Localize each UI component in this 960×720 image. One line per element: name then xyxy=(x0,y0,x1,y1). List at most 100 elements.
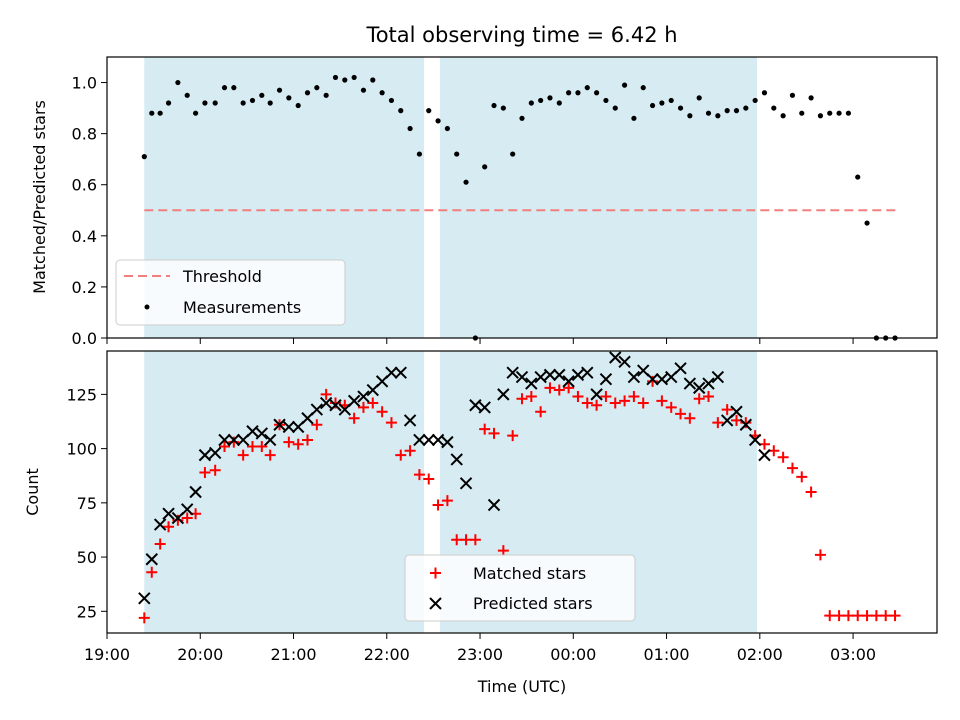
matched-star-point xyxy=(553,384,565,396)
top-legend: Threshold Measurements xyxy=(115,259,346,326)
matched-star-point xyxy=(237,449,249,461)
predicted-star-point xyxy=(263,433,277,447)
measurement-point xyxy=(640,85,646,91)
matched-star-point xyxy=(451,534,463,546)
matched-star-point xyxy=(842,610,854,622)
matched-star-point xyxy=(219,440,231,452)
predicted-star-point xyxy=(459,477,473,490)
predicted-star-point xyxy=(730,405,743,418)
measurement-point xyxy=(351,74,357,81)
measurement-point xyxy=(528,100,534,106)
predicted-star-point xyxy=(469,399,482,412)
measurement-point xyxy=(575,90,581,96)
matched-star-point xyxy=(889,610,901,622)
predicted-star-point xyxy=(394,366,407,379)
predicted-star-point xyxy=(506,366,519,379)
measurement-point xyxy=(771,105,777,111)
predicted-star-point xyxy=(255,427,269,440)
x-tick-label: 23:00 xyxy=(457,645,503,664)
measurement-point xyxy=(687,113,693,119)
y-tick-label: 50 xyxy=(77,548,97,567)
y-tick-label: 0.4 xyxy=(72,227,97,246)
predicted-star-point xyxy=(273,418,286,431)
predicted-star-point xyxy=(571,368,585,382)
matched-star-point xyxy=(581,397,593,409)
matched-star-point xyxy=(852,610,864,622)
top-legend-box xyxy=(115,259,346,326)
measurement-point xyxy=(184,92,190,98)
matched-star-point xyxy=(329,397,341,409)
measurement-point xyxy=(463,179,469,185)
matched-star-point xyxy=(814,549,826,561)
predicted-star-point xyxy=(655,372,669,386)
measurement-point xyxy=(249,97,256,104)
x-tick-label: 03:00 xyxy=(830,645,876,664)
matched-star-point xyxy=(367,397,379,409)
measurement-point xyxy=(612,105,618,111)
predicted-star-point xyxy=(599,372,613,386)
measurement-point xyxy=(165,100,172,106)
observing-span xyxy=(439,57,758,338)
measurement-point xyxy=(276,87,283,93)
threshold-legend-label: Threshold xyxy=(182,267,262,286)
top-axes: 0.0 0.2 0.4 0.6 0.8 1.0 Matched/Predicted sta… xyxy=(30,56,938,348)
matched-star-point xyxy=(209,464,221,476)
predicted-star-point xyxy=(385,366,398,379)
matched-star-point xyxy=(516,393,528,405)
measurements-legend-marker xyxy=(144,304,150,310)
matched-legend-marker xyxy=(430,567,441,579)
predicted-star-point xyxy=(581,366,594,379)
measurement-point xyxy=(855,174,861,180)
predicted-star-point xyxy=(246,425,259,438)
bottom-legend-box xyxy=(404,554,636,622)
predicted-star-point xyxy=(162,507,175,520)
predicted-star-point xyxy=(711,370,725,384)
predicted-star-point xyxy=(543,368,557,382)
measurement-point xyxy=(491,102,497,109)
y-tick-label: 25 xyxy=(77,602,97,621)
x-tick-label: 19:00 xyxy=(84,645,130,664)
matched-star-point xyxy=(880,610,892,622)
measurement-point xyxy=(752,97,758,104)
measurement-point xyxy=(789,92,796,98)
predicted-star-point xyxy=(189,485,202,499)
predicted-star-point xyxy=(138,592,151,605)
matched-star-point xyxy=(283,436,295,448)
predicted-legend-marker xyxy=(429,597,442,610)
measurement-point xyxy=(631,115,637,121)
predicted-star-point xyxy=(646,372,659,386)
measurement-point xyxy=(594,90,600,96)
measurement-point xyxy=(547,95,553,101)
measurement-point xyxy=(175,79,181,86)
matched-star-point xyxy=(675,408,687,420)
matched-star-point xyxy=(861,610,873,622)
measurement-point xyxy=(500,105,506,111)
predicted-star-point xyxy=(553,368,566,382)
matched-star-point xyxy=(256,440,268,452)
matched-star-point xyxy=(395,449,407,461)
measurement-point xyxy=(510,151,516,157)
matched-star-point xyxy=(525,391,537,403)
matched-star-point xyxy=(348,412,360,424)
measurement-point xyxy=(519,115,525,121)
x-tick-label: 01:00 xyxy=(643,645,689,664)
matched-star-point xyxy=(302,434,314,446)
x-tick-label: 21:00 xyxy=(270,645,316,664)
matched-star-point xyxy=(172,514,184,526)
predicted-star-point xyxy=(153,518,167,531)
matched-star-point xyxy=(246,440,258,452)
measurement-point xyxy=(584,85,590,91)
matched-star-point xyxy=(740,417,752,429)
matched-star-point xyxy=(684,412,696,424)
predicted-star-point xyxy=(702,377,715,390)
predicted-star-point xyxy=(208,446,222,460)
measurement-point xyxy=(240,100,246,106)
measurement-point xyxy=(267,100,273,106)
predicted-star-point xyxy=(329,399,342,412)
measurement-point xyxy=(715,113,721,119)
x-tick-label: 00:00 xyxy=(550,645,596,664)
x-tick-label: 02:00 xyxy=(737,645,783,664)
measurement-point xyxy=(864,220,870,226)
bottom-legend: Matched stars Predicted stars xyxy=(404,554,636,622)
matched-star-point xyxy=(154,538,166,550)
